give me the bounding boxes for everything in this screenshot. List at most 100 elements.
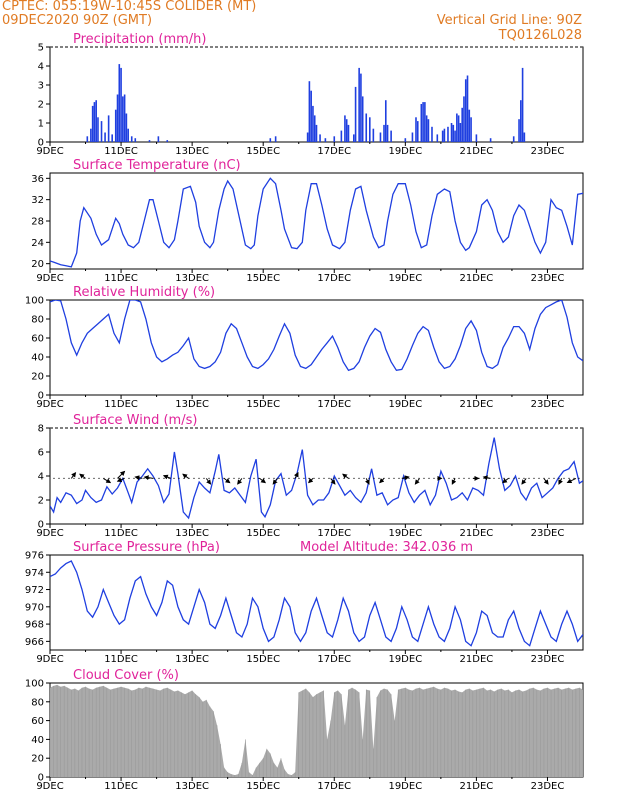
precip-bar — [365, 113, 368, 142]
wind-arrow — [451, 478, 457, 485]
wind-arrow-dot — [188, 477, 190, 479]
wind-arrow-dot — [273, 477, 275, 479]
x-tick-label: 19DEC — [388, 654, 422, 665]
precip-bar — [90, 128, 92, 142]
precip-bar — [120, 67, 122, 142]
precip-bar — [518, 119, 520, 142]
precip-bar — [383, 124, 385, 142]
y-tick-label: 968 — [25, 620, 44, 631]
x-tick-label: 13DEC — [175, 654, 209, 665]
wind-arrow-dot — [123, 477, 125, 479]
wind-arrow-dot — [373, 477, 375, 479]
wind-arrow-dot — [578, 477, 580, 479]
wind-arrow-dot — [88, 477, 90, 479]
wind-arrow-dot — [353, 477, 355, 479]
precip-bar — [489, 138, 492, 142]
header-line2-left: 09DEC2020 90Z (GMT) — [2, 13, 153, 28]
x-tick-label: 15DEC — [246, 528, 280, 539]
wind-arrow-dot — [83, 477, 85, 479]
wind-arrow-dot — [148, 477, 150, 479]
precip-bar — [310, 90, 312, 142]
precip-bar — [319, 134, 321, 142]
precip-bar — [456, 113, 458, 142]
wind-arrow-dot — [178, 477, 180, 479]
wind-arrow-dot — [228, 477, 230, 479]
y-tick-label: 40 — [31, 735, 44, 746]
precip-bar — [415, 117, 417, 142]
series-line — [50, 560, 583, 647]
series-group — [50, 684, 583, 777]
precip-bar — [475, 134, 478, 142]
wind-arrow-dot — [103, 477, 105, 479]
wind-arrow-dot — [108, 477, 110, 479]
wind-arrow-dot — [523, 477, 525, 479]
precip-bar — [416, 121, 419, 142]
y-tick-label: 0 — [38, 138, 44, 149]
precip-bar — [520, 100, 522, 142]
precip-bar — [452, 124, 455, 142]
precip-bar — [358, 67, 360, 142]
wind-arrow — [414, 478, 420, 485]
x-tick-label: 21DEC — [460, 528, 494, 539]
panel-3: 0 20 40 60 80 100 9DEC 11DEC 13DEC 15DEC 17DEC 19DE… — [25, 285, 584, 410]
y-tick-label: 2 — [38, 100, 44, 111]
wind-arrow-dot — [168, 477, 170, 479]
series-group — [86, 64, 526, 142]
panel-4: 0 2 4 6 8 9DEC 11DEC 13DEC 15DEC 17DEC 19DEC 21DEC 2… — [36, 413, 584, 539]
wind-arrow-dot — [113, 477, 115, 479]
wind-arrow-dot — [303, 477, 305, 479]
wind-arrow-dot — [263, 477, 265, 479]
x-tick-label: 17DEC — [317, 399, 351, 410]
wind-arrow — [379, 478, 385, 484]
precip-bar — [344, 115, 346, 142]
y-tick-label: 32 — [31, 195, 44, 206]
wind-arrow-dot — [288, 477, 290, 479]
x-tick-label: 19DEC — [388, 273, 422, 284]
y-tick-label: 4 — [38, 472, 44, 483]
panel-title: Surface Pressure (hPa) — [73, 540, 220, 555]
wind-arrow-dot — [478, 477, 480, 479]
wind-arrow-dot — [458, 477, 460, 479]
y-tick-label: 60 — [31, 716, 44, 727]
wind-arrow-dot — [138, 477, 140, 479]
y-tick-label: 24 — [31, 238, 44, 249]
wind-arrow-dot — [118, 477, 120, 479]
precip-bar — [422, 102, 424, 142]
x-tick-label: 11DEC — [104, 528, 138, 539]
x-tick-label: 11DEC — [104, 781, 138, 792]
wind-arrow — [205, 478, 212, 485]
wind-arrow — [482, 475, 491, 481]
precip-bar — [379, 132, 382, 142]
wind-arrow-dot — [473, 477, 475, 479]
panel-6: 0 20 40 60 80 100 9DEC 11DEC 13DEC 15DEC 17DEC 19DE… — [25, 668, 584, 792]
precip-bar — [463, 96, 465, 142]
precip-bar — [118, 64, 121, 142]
y-tick-label: 28 — [31, 217, 44, 228]
wind-arrow — [501, 477, 509, 484]
wind-arrow-dot — [313, 477, 315, 479]
precip-bar — [166, 140, 169, 142]
panel-title: Cloud Cover (%) — [73, 668, 179, 683]
precip-bar — [104, 132, 106, 142]
wind-arrow — [259, 477, 267, 484]
wind-arrow — [365, 478, 370, 485]
wind-arrow-dot — [163, 477, 165, 479]
wind-arrow — [117, 470, 126, 479]
precip-bar — [459, 123, 462, 142]
panel-annotation: Model Altitude: 342.036 m — [300, 540, 473, 555]
wind-arrow-dot — [268, 477, 270, 479]
wind-arrow — [330, 478, 336, 485]
wind-arrow-dot — [73, 477, 75, 479]
x-tick-label: 17DEC — [317, 781, 351, 792]
y-tick-label: 6 — [38, 448, 44, 459]
wind-arrow-dot — [438, 477, 440, 479]
panel-title: Relative Humidity (%) — [73, 285, 215, 300]
x-tick-label: 15DEC — [246, 273, 280, 284]
wind-arrow-dot — [308, 477, 310, 479]
wind-arrow-dot — [283, 477, 285, 479]
wind-arrow-dot — [213, 477, 215, 479]
x-tick-label: 21DEC — [460, 781, 494, 792]
wind-arrow — [521, 478, 527, 485]
wind-arrow-dot — [348, 477, 350, 479]
precip-bar — [312, 105, 314, 142]
